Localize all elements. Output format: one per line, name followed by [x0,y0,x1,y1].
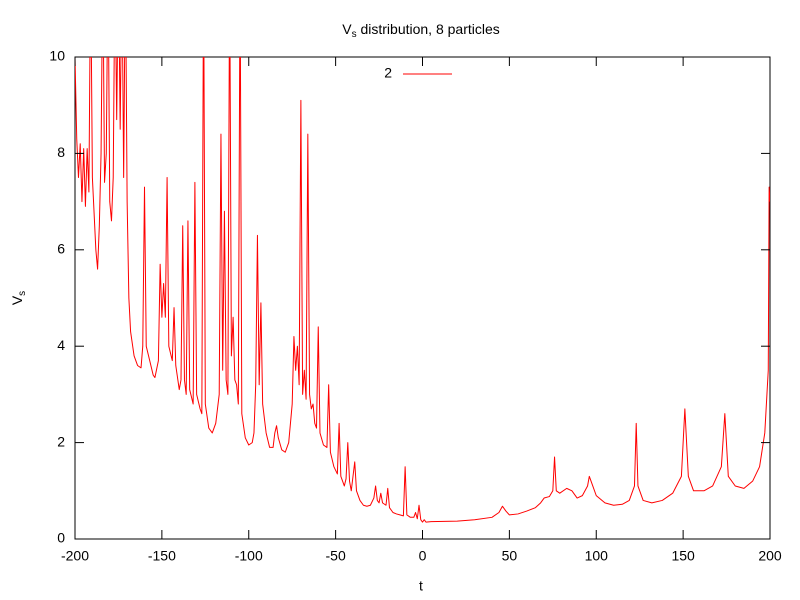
y-tick-label: 2 [57,433,65,449]
title-subscript: s [352,29,357,40]
y-tick-label: 8 [57,144,65,160]
ylabel-part: V [9,295,25,305]
x-tick-label: -100 [235,548,263,564]
x-axis-label: t [419,578,423,594]
y-tick-label: 4 [57,337,65,353]
x-tick-label: -200 [61,548,89,564]
x-tick-label: 50 [502,548,518,564]
y-tick-label: 0 [57,530,65,546]
x-tick-label: -150 [148,548,176,564]
chart-title: Vs distribution, 8 particles [342,21,500,40]
x-tick-label: -50 [326,548,346,564]
x-tick-label: 100 [585,548,609,564]
title-part: distribution, 8 particles [357,21,500,37]
title-part: V [342,21,352,37]
y-tick-label: 6 [57,241,65,257]
y-axis-label: Vs [9,291,28,305]
x-tick-label: 0 [419,548,427,564]
x-tick-label: 200 [758,548,782,564]
data-line [75,57,770,523]
plot-area [75,57,770,523]
x-tick-label: 150 [671,548,695,564]
y-tick-label: 10 [49,48,65,64]
plot-border [74,56,771,540]
ylabel-subscript: s [17,291,28,296]
legend-label: 2 [384,65,392,81]
